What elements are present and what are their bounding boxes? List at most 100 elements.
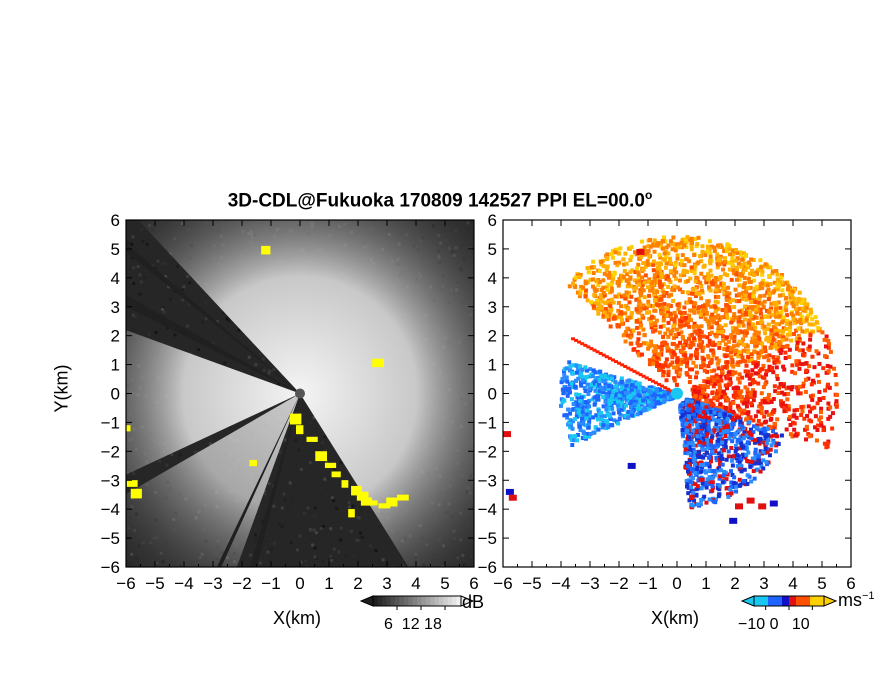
velocity-cell bbox=[800, 348, 805, 353]
velocity-cell bbox=[699, 342, 704, 347]
velocity-cell bbox=[761, 278, 766, 283]
velocity-cell bbox=[684, 238, 689, 243]
velocity-cell bbox=[756, 452, 761, 457]
velocity-cell bbox=[580, 405, 585, 410]
velocity-cell bbox=[644, 392, 649, 397]
velocity-cell bbox=[611, 400, 616, 405]
velocity-cell bbox=[580, 342, 585, 346]
x-tick-label: 4 bbox=[788, 574, 797, 593]
noise-cell bbox=[374, 549, 378, 553]
velocity-cell bbox=[708, 261, 713, 266]
velocity-cell bbox=[810, 378, 815, 383]
noise-cell bbox=[130, 242, 134, 246]
velocity-cell bbox=[734, 247, 739, 252]
noise-cell bbox=[254, 538, 258, 542]
velocity-cell bbox=[728, 408, 733, 413]
velocity-cell bbox=[605, 287, 610, 292]
velocity-cell bbox=[619, 386, 624, 391]
velocity-cell bbox=[666, 251, 671, 256]
velocity-cell bbox=[584, 405, 589, 410]
velocity-cell bbox=[688, 308, 693, 313]
velocity-cell bbox=[668, 280, 673, 285]
velocity-cell bbox=[797, 361, 802, 366]
velocity-cell bbox=[609, 297, 614, 302]
velocity-cell bbox=[716, 388, 721, 393]
velocity-cell bbox=[742, 261, 747, 266]
velocity-cell bbox=[683, 465, 688, 470]
velocity-cell bbox=[804, 424, 809, 429]
velocity-cell bbox=[735, 343, 740, 348]
velocity-cell bbox=[602, 379, 607, 384]
noise-cell bbox=[303, 559, 307, 563]
velocity-cell bbox=[699, 364, 704, 369]
velocity-cell bbox=[596, 394, 601, 399]
velocity-cell bbox=[771, 370, 776, 375]
velocity-cell bbox=[592, 395, 597, 400]
velocity-cell bbox=[586, 392, 591, 397]
velocity-cell bbox=[713, 280, 718, 285]
velocity-cell bbox=[716, 341, 721, 346]
velocity-cell bbox=[678, 273, 683, 278]
velocity-cell bbox=[610, 280, 615, 285]
velocity-cell bbox=[739, 411, 744, 416]
velocity-cell bbox=[805, 302, 810, 307]
hard-target bbox=[130, 488, 142, 499]
velocity-cell bbox=[718, 391, 723, 396]
velocity-cell bbox=[790, 369, 795, 374]
velocity-cell bbox=[608, 417, 613, 422]
velocity-cell bbox=[671, 324, 676, 329]
velocity-cell bbox=[685, 235, 690, 240]
velocity-cell bbox=[585, 298, 590, 303]
velocity-cell bbox=[659, 397, 664, 402]
velocity-cell bbox=[756, 351, 761, 356]
velocity-cell bbox=[786, 332, 791, 337]
noise-cell bbox=[154, 330, 158, 334]
noise-cell bbox=[132, 472, 136, 476]
velocity-cell bbox=[625, 318, 630, 323]
velocity-cell bbox=[618, 396, 623, 401]
velocity-cell bbox=[727, 291, 732, 296]
velocity-cell bbox=[699, 424, 704, 429]
velocity-cell bbox=[709, 410, 714, 415]
noise-cell bbox=[178, 453, 182, 457]
velocity-cell bbox=[605, 257, 610, 262]
y-tick-label: 2 bbox=[111, 327, 120, 346]
velocity-cell bbox=[658, 268, 662, 273]
colorbar-cell bbox=[412, 596, 418, 606]
velocity-cell bbox=[659, 272, 664, 277]
velocity-cell bbox=[755, 423, 760, 428]
velocity-cell bbox=[763, 446, 768, 451]
velocity-cell bbox=[666, 387, 671, 391]
velocity-cell bbox=[744, 404, 749, 409]
velocity-cell bbox=[562, 413, 567, 418]
velocity-cell bbox=[740, 273, 745, 278]
velocity-cell bbox=[746, 296, 751, 301]
velocity-cell bbox=[746, 497, 755, 504]
velocity-cell bbox=[724, 486, 729, 491]
velocity-cell bbox=[698, 345, 703, 350]
velocity-cell bbox=[671, 342, 676, 347]
velocity-cell bbox=[584, 412, 589, 417]
velocity-cell bbox=[720, 480, 725, 485]
velocity-cell bbox=[723, 256, 728, 261]
x-tick-label: 1 bbox=[324, 574, 333, 593]
velocity-cell bbox=[688, 448, 693, 453]
noise-cell bbox=[350, 481, 354, 485]
velocity-cell bbox=[685, 399, 690, 404]
velocity-cell bbox=[663, 361, 668, 366]
noise-cell bbox=[339, 538, 343, 542]
velocity-cell bbox=[761, 385, 766, 390]
velocity-cell bbox=[762, 414, 767, 419]
velocity-cell bbox=[664, 276, 669, 281]
velocity-cell bbox=[580, 421, 585, 426]
velocity-cell bbox=[613, 260, 618, 265]
velocity-cell bbox=[694, 422, 699, 427]
velocity-cell bbox=[688, 473, 693, 478]
velocity-cell bbox=[780, 338, 785, 343]
radar-site bbox=[671, 387, 683, 400]
scan-sector-west bbox=[126, 330, 300, 475]
velocity-cell bbox=[738, 252, 743, 257]
velocity-cell bbox=[747, 393, 752, 398]
velocity-cell bbox=[628, 258, 633, 263]
